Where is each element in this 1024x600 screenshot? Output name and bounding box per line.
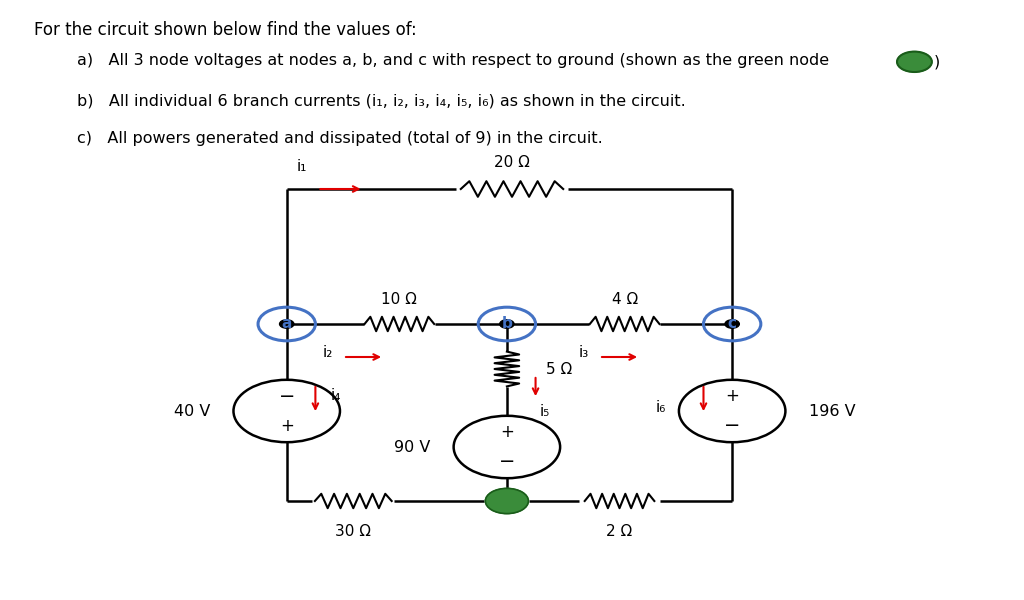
Text: 5 Ω: 5 Ω <box>546 361 572 377</box>
Text: −: − <box>499 452 515 472</box>
Circle shape <box>500 320 514 328</box>
Text: a: a <box>282 317 292 331</box>
Text: i₄: i₄ <box>331 389 341 403</box>
Text: 90 V: 90 V <box>393 439 430 455</box>
Circle shape <box>725 320 739 328</box>
Text: c: c <box>728 317 736 331</box>
Text: +: + <box>500 423 514 441</box>
Text: i₆: i₆ <box>655 401 666 415</box>
Circle shape <box>485 488 528 514</box>
Text: 20 Ω: 20 Ω <box>494 155 530 170</box>
Text: For the circuit shown below find the values of:: For the circuit shown below find the val… <box>34 21 417 39</box>
Text: +: + <box>725 387 739 405</box>
Text: +: + <box>280 417 294 435</box>
Text: 196 V: 196 V <box>809 403 856 419</box>
Text: 10 Ω: 10 Ω <box>381 292 418 307</box>
Text: b)   All individual 6 branch currents (i₁, i₂, i₃, i₄, i₅, i₆) as shown in the c: b) All individual 6 branch currents (i₁,… <box>77 93 685 108</box>
Text: i₃: i₃ <box>579 345 589 360</box>
Text: 40 V: 40 V <box>173 403 210 419</box>
Circle shape <box>897 52 932 72</box>
Text: −: − <box>279 386 295 406</box>
Text: 2 Ω: 2 Ω <box>606 524 633 539</box>
Text: −: − <box>724 416 740 436</box>
Text: c)   All powers generated and dissipated (total of 9) in the circuit.: c) All powers generated and dissipated (… <box>77 131 602 146</box>
Text: b: b <box>502 317 512 331</box>
Text: 4 Ω: 4 Ω <box>611 292 638 307</box>
Text: ): ) <box>934 54 940 69</box>
Text: a)   All 3 node voltages at nodes a, b, and c with respect to ground (shown as t: a) All 3 node voltages at nodes a, b, an… <box>77 53 828 68</box>
Circle shape <box>280 320 294 328</box>
Text: i₂: i₂ <box>323 345 333 360</box>
Text: i₁: i₁ <box>297 159 307 174</box>
Text: 30 Ω: 30 Ω <box>335 524 372 539</box>
Text: i₅: i₅ <box>540 404 550 419</box>
